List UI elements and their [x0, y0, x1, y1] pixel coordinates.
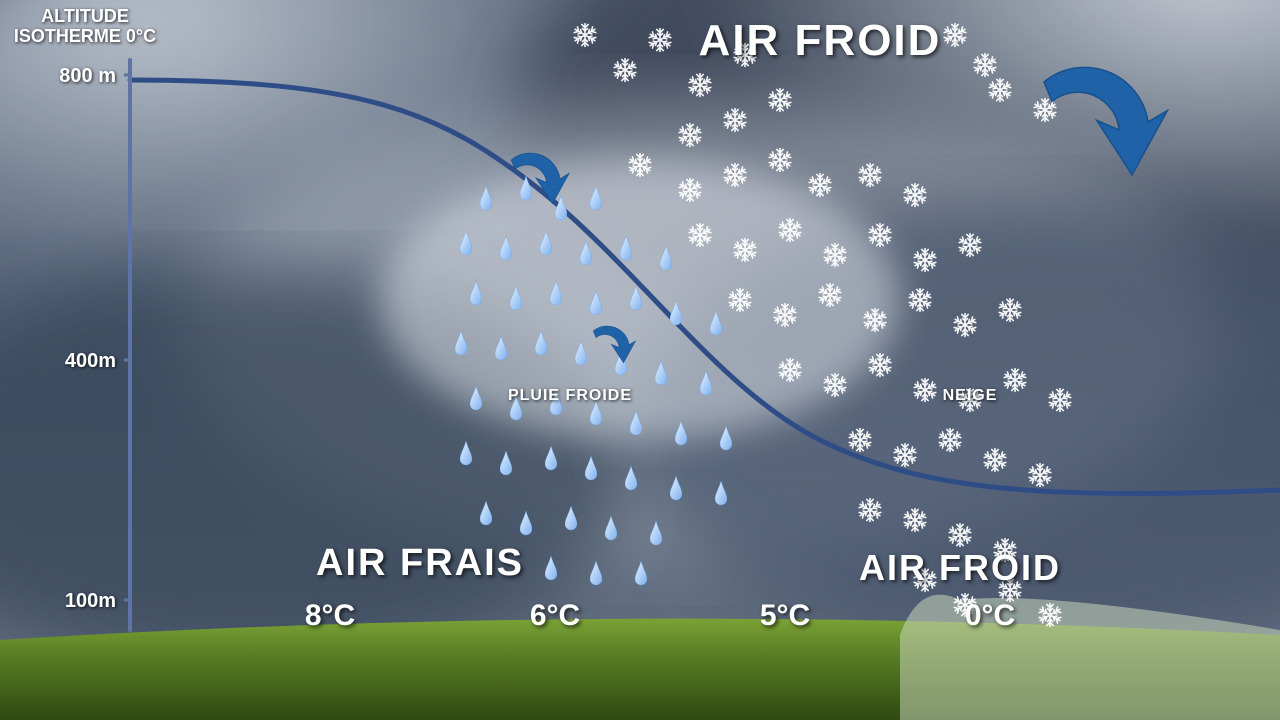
temperature-label: 6°C: [530, 599, 580, 632]
temperature-label: 5°C: [760, 599, 810, 632]
temperature-label: 8°C: [305, 599, 355, 632]
axis-title-line1: ALTITUDE: [41, 6, 129, 26]
temperature-label: 0°C: [965, 599, 1015, 632]
axis-title-line2: ISOTHERME 0°C: [14, 26, 156, 46]
axis-tick-label: 100m: [65, 590, 116, 612]
air-froid-top-label: AIR FROID: [699, 16, 942, 65]
axis-tick-label: 800 m: [59, 65, 116, 87]
pluie-froide-label: PLUIE FROIDE: [508, 387, 632, 404]
air-frais-label: AIR FRAIS: [316, 542, 524, 584]
neige-label: NEIGE: [943, 387, 998, 404]
axis-tick-label: 400m: [65, 350, 116, 372]
air-froid-bottom-label: AIR FROID: [859, 547, 1061, 588]
